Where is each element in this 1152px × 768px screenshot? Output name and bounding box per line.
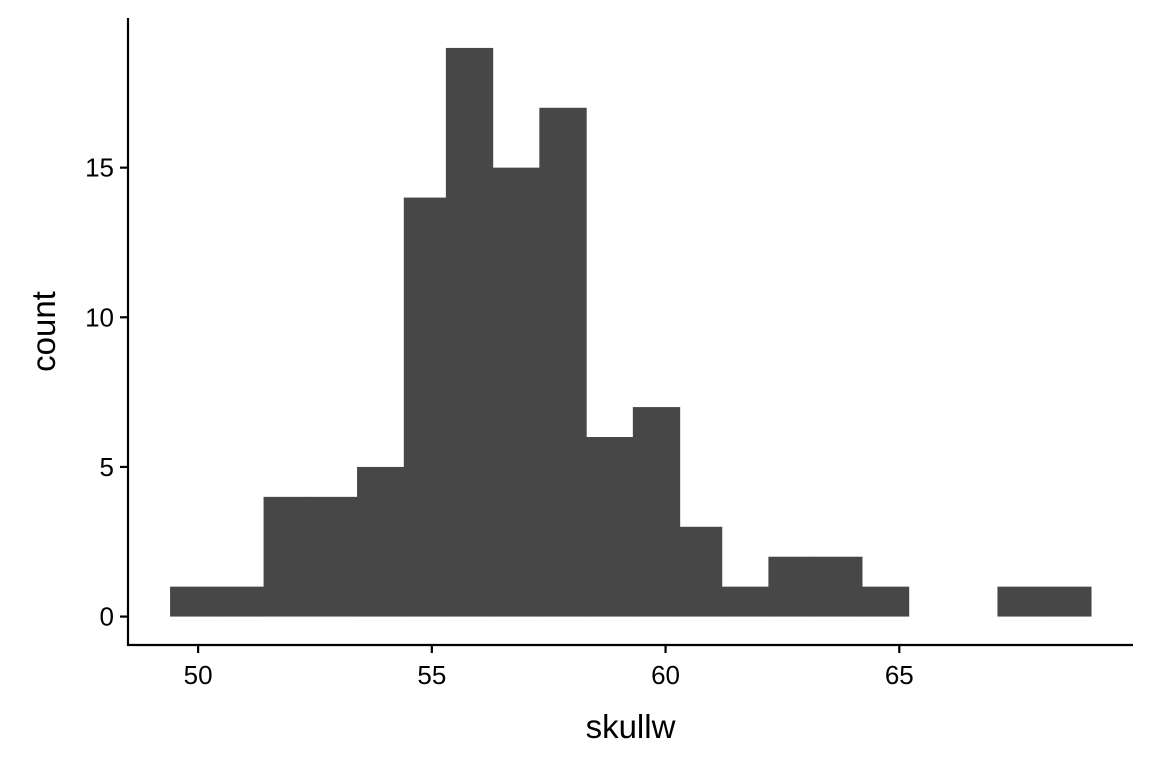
histogram-bar-3 bbox=[310, 496, 358, 617]
histogram-bar-0 bbox=[170, 586, 218, 617]
histogram-bar-15 bbox=[861, 586, 910, 617]
x-ticks: 50 55 60 65 bbox=[184, 645, 914, 690]
x-tick-label: 55 bbox=[417, 660, 446, 690]
y-ticks: 0 5 10 15 bbox=[85, 153, 128, 632]
histogram-bar-5 bbox=[403, 197, 447, 617]
x-tick-label: 60 bbox=[651, 660, 680, 690]
histogram-bar-13 bbox=[768, 556, 816, 617]
histogram-bar-2 bbox=[263, 496, 311, 617]
y-tick-label: 5 bbox=[100, 452, 114, 482]
x-tick-label: 50 bbox=[184, 660, 213, 690]
histogram-bar-6 bbox=[445, 47, 494, 617]
histogram-bar-8 bbox=[539, 107, 587, 617]
y-tick-label: 0 bbox=[100, 602, 114, 632]
x-axis-title: skullw bbox=[586, 708, 676, 745]
histogram-bar-11 bbox=[679, 526, 723, 617]
histogram-bar-10 bbox=[632, 407, 681, 617]
histogram-bar-18 bbox=[997, 586, 1045, 617]
histogram-bar-19 bbox=[1044, 586, 1092, 617]
y-axis-title: count bbox=[25, 291, 62, 372]
histogram-bar-12 bbox=[721, 586, 769, 617]
bars-layer bbox=[170, 47, 1092, 617]
histogram-bar-9 bbox=[586, 437, 634, 617]
x-tick-label: 65 bbox=[885, 660, 914, 690]
y-tick-label: 15 bbox=[85, 153, 114, 183]
x-axis: 50 55 60 65 bbox=[127, 643, 1133, 690]
histogram-bar-14 bbox=[815, 556, 863, 617]
histogram-bar-1 bbox=[216, 586, 265, 617]
y-axis: 0 5 10 15 bbox=[85, 18, 130, 646]
y-tick-label: 10 bbox=[85, 302, 114, 332]
histogram-bar-7 bbox=[492, 167, 540, 617]
histogram-bar-4 bbox=[357, 466, 405, 617]
